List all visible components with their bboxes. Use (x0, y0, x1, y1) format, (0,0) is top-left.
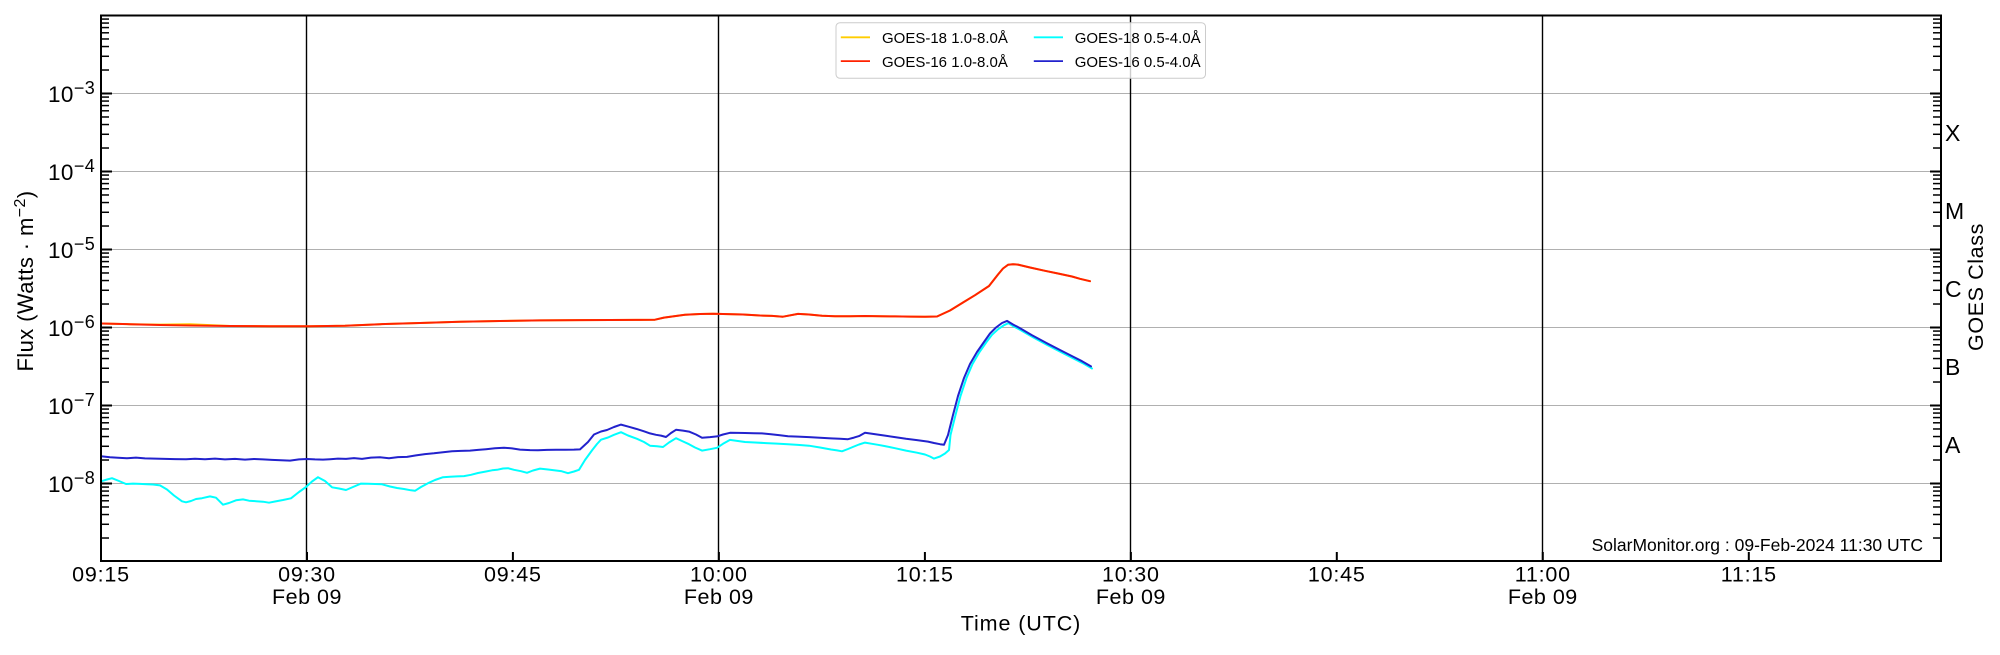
svg-text:GOES-18 0.5-4.0Å: GOES-18 0.5-4.0Å (1075, 30, 1201, 47)
svg-text:Time (UTC): Time (UTC) (961, 612, 1081, 636)
svg-text:Feb 09: Feb 09 (272, 585, 342, 609)
svg-text:09:30: 09:30 (278, 563, 336, 587)
svg-text:10−4: 10−4 (48, 156, 95, 185)
svg-text:Flux (Watts · m−2): Flux (Watts · m−2) (12, 190, 38, 371)
svg-text:GOES-16 1.0-8.0Å: GOES-16 1.0-8.0Å (882, 54, 1008, 71)
svg-text:M: M (1945, 198, 1964, 224)
svg-text:09:45: 09:45 (484, 563, 542, 587)
svg-text:Feb 09: Feb 09 (684, 585, 754, 609)
svg-text:10:00: 10:00 (690, 563, 748, 587)
svg-text:GOES Class: GOES Class (1964, 223, 1988, 351)
svg-text:11:00: 11:00 (1515, 563, 1571, 587)
svg-text:X: X (1945, 120, 1960, 146)
svg-text:11:15: 11:15 (1721, 563, 1777, 587)
svg-text:Feb 09: Feb 09 (1508, 585, 1578, 609)
svg-text:GOES-18 1.0-8.0Å: GOES-18 1.0-8.0Å (882, 30, 1008, 47)
svg-text:09:15: 09:15 (72, 563, 130, 587)
svg-text:10:45: 10:45 (1308, 563, 1366, 587)
svg-text:10:30: 10:30 (1102, 563, 1160, 587)
svg-text:SolarMonitor.org : 09-Feb-2024: SolarMonitor.org : 09-Feb-2024 11:30 UTC (1592, 535, 1923, 555)
svg-text:10−6: 10−6 (48, 312, 95, 341)
svg-text:A: A (1945, 432, 1961, 458)
svg-text:10−3: 10−3 (48, 78, 95, 107)
svg-text:Feb 09: Feb 09 (1096, 585, 1166, 609)
svg-text:B: B (1945, 354, 1960, 380)
svg-text:10:15: 10:15 (896, 563, 954, 587)
svg-text:C: C (1945, 276, 1962, 302)
svg-text:GOES-16 0.5-4.0Å: GOES-16 0.5-4.0Å (1075, 54, 1201, 71)
